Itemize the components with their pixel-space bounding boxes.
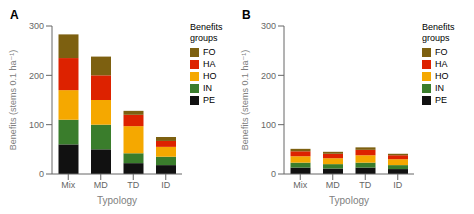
- svg-text:ID: ID: [393, 180, 403, 190]
- svg-text:MD: MD: [326, 180, 340, 190]
- html-text:PE: PE: [203, 95, 215, 105]
- html-text:A: A: [10, 8, 19, 22]
- svg-text:0: 0: [271, 169, 276, 179]
- svg-text:300: 300: [29, 21, 44, 31]
- svg-text:Benefits (stems 0.1 ha⁻¹): Benefits (stems 0.1 ha⁻¹): [240, 50, 250, 150]
- svg-text:TD: TD: [359, 180, 371, 190]
- svg-text:Typology: Typology: [329, 195, 369, 206]
- svg-text:Typology: Typology: [97, 195, 137, 206]
- svg-text:200: 200: [261, 71, 276, 81]
- html-text:Benefits groups: Benefits groups: [422, 22, 455, 43]
- html-text:FO: FO: [435, 47, 448, 57]
- html-text:HO: HO: [435, 71, 449, 81]
- html-text:IN: IN: [435, 83, 444, 93]
- html-text:HA: HA: [435, 59, 448, 69]
- svg-text:Mix: Mix: [61, 180, 75, 190]
- svg-text:MD: MD: [94, 180, 108, 190]
- svg-text:0: 0: [39, 169, 44, 179]
- html-text:PE: PE: [435, 95, 447, 105]
- html-text:HO: HO: [203, 71, 217, 81]
- svg-text:Benefits (stems 0.1 ha⁻¹): Benefits (stems 0.1 ha⁻¹): [8, 50, 18, 150]
- html-text:B: B: [242, 8, 251, 22]
- svg-text:Mix: Mix: [293, 180, 307, 190]
- svg-text:TD: TD: [127, 180, 139, 190]
- html-text:FO: FO: [203, 47, 216, 57]
- svg-text:300: 300: [261, 21, 276, 31]
- html-text:IN: IN: [203, 83, 212, 93]
- html-text:HA: HA: [203, 59, 216, 69]
- html-text:Benefits groups: Benefits groups: [190, 22, 223, 43]
- svg-text:100: 100: [261, 120, 276, 130]
- svg-text:ID: ID: [161, 180, 171, 190]
- svg-text:100: 100: [29, 120, 44, 130]
- svg-text:200: 200: [29, 71, 44, 81]
